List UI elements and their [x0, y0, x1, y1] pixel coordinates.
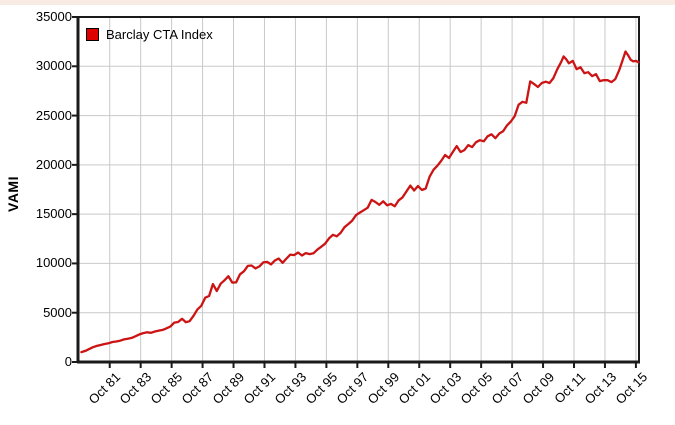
legend-marker-icon	[86, 28, 99, 41]
plot-border	[77, 16, 640, 363]
y-axis-title: VAMI	[5, 176, 21, 212]
top-border-strip	[0, 0, 675, 5]
y-tick-label: 15000	[35, 206, 72, 222]
y-tick-label: 0	[64, 354, 72, 369]
y-tick-label: 20000	[35, 156, 72, 172]
y-tick-label: 10000	[35, 255, 72, 271]
series-line-barclay-cta-index	[80, 50, 640, 354]
y-tick-label: 5000	[43, 304, 72, 320]
legend-label: Barclay CTA Index	[106, 27, 213, 42]
legend: Barclay CTA Index	[86, 27, 213, 42]
y-tick-label: 25000	[35, 107, 72, 123]
y-tick-label: 30000	[35, 58, 72, 74]
y-tick-label: 35000	[35, 9, 72, 24]
